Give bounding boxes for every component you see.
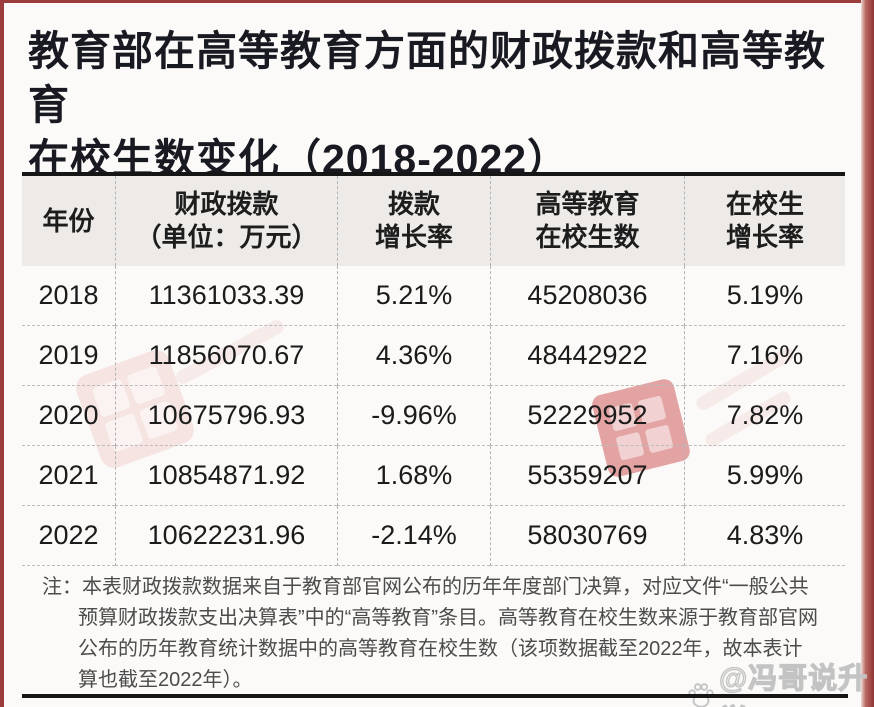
cell-year: 2018 xyxy=(22,266,115,326)
cell-enrollment-growth: 5.19% xyxy=(684,266,845,326)
col-header-enrollment: 高等教育 在校生数 xyxy=(490,176,684,266)
cell-appropriation-growth: 1.68% xyxy=(337,446,490,506)
cell-appropriation: 10622231.96 xyxy=(115,506,337,566)
cell-appropriation: 10675796.93 xyxy=(115,386,337,446)
cell-appropriation-growth: 4.36% xyxy=(337,326,490,386)
col-header-enrollment-growth: 在校生 增长率 xyxy=(684,176,845,266)
cell-enrollment-growth: 4.83% xyxy=(684,506,845,566)
cell-appropriation-growth: -9.96% xyxy=(337,386,490,446)
footnote-line-2: 预算财政拨款支出决算表”中的“高等教育”条目。高等教育在校生数来源于教育部官网 xyxy=(78,607,818,629)
author-handle: @冯哥说升学 xyxy=(718,662,869,707)
col-header-label: 年份 xyxy=(42,205,95,236)
cell-enrollment: 58030769 xyxy=(490,506,684,566)
col-header-label: 拨款 xyxy=(387,189,440,219)
col-header-appropriation: 财政拨款 （单位：万元） xyxy=(115,176,337,266)
page-title-line-1: 教育部在高等教育方面的财政拨款和高等教育 xyxy=(28,28,826,128)
footnote-line-3: 公布的历年教育统计数据中的高等教育在校生数（该项数据截至2022年，故本表计 xyxy=(78,638,803,660)
footnote-line-1: 注：本表财政拨款数据来自于教育部官网公布的历年年度部门决算，对应文件“一般公共 xyxy=(42,576,809,598)
col-header-label: 增长率 xyxy=(725,222,804,252)
cell-enrollment: 48442922 xyxy=(490,326,684,386)
cell-year: 2021 xyxy=(22,446,115,506)
col-header-label: 增长率 xyxy=(374,222,453,252)
cell-enrollment-growth: 5.99% xyxy=(684,446,845,506)
cell-enrollment: 45208036 xyxy=(490,266,684,326)
col-header-year: 年份 xyxy=(22,176,115,266)
page-title: 教育部在高等教育方面的财政拨款和高等教育 在校生数变化（2018-2022） xyxy=(28,24,848,186)
cell-year: 2020 xyxy=(22,386,115,446)
col-header-label: 在校生数 xyxy=(535,222,640,252)
author-watermark: @冯哥说升学 xyxy=(686,655,874,707)
cell-appropriation-growth: 5.21% xyxy=(337,266,490,326)
frame-right-border xyxy=(861,0,874,707)
cell-appropriation-growth: -2.14% xyxy=(337,506,490,566)
cell-enrollment: 52229952 xyxy=(490,386,684,446)
cell-year: 2022 xyxy=(22,506,115,566)
frame-top-border xyxy=(0,0,874,3)
cell-appropriation: 11856070.67 xyxy=(115,326,337,386)
footnote-line-4: 算也截至2022年）。 xyxy=(78,669,253,691)
data-table: 年份 财政拨款 （单位：万元） 拨款 增长率 高等教育 在校生数 在校生 增长率… xyxy=(22,172,845,566)
cell-appropriation: 10854871.92 xyxy=(115,446,337,506)
cell-appropriation: 11361033.39 xyxy=(115,266,337,326)
col-header-label: 财政拨款 xyxy=(174,189,279,219)
cell-enrollment-growth: 7.82% xyxy=(684,386,845,446)
col-header-label: （单位：万元） xyxy=(135,222,318,252)
frame-left-border xyxy=(0,0,4,707)
footnote: 注：本表财政拨款数据来自于教育部官网公布的历年年度部门决算，对应文件“一般公共 … xyxy=(42,572,837,696)
table-grid: 年份 财政拨款 （单位：万元） 拨款 增长率 高等教育 在校生数 在校生 增长率… xyxy=(22,176,845,566)
cell-enrollment: 55359207 xyxy=(490,446,684,506)
col-header-label: 在校生 xyxy=(725,189,804,219)
col-header-label: 高等教育 xyxy=(535,189,640,219)
bottom-rule xyxy=(22,694,848,698)
cell-year: 2019 xyxy=(22,326,115,386)
cell-enrollment-growth: 7.16% xyxy=(684,326,845,386)
col-header-appropriation-growth: 拨款 增长率 xyxy=(337,176,490,266)
footnote-label: 注： xyxy=(42,576,82,598)
